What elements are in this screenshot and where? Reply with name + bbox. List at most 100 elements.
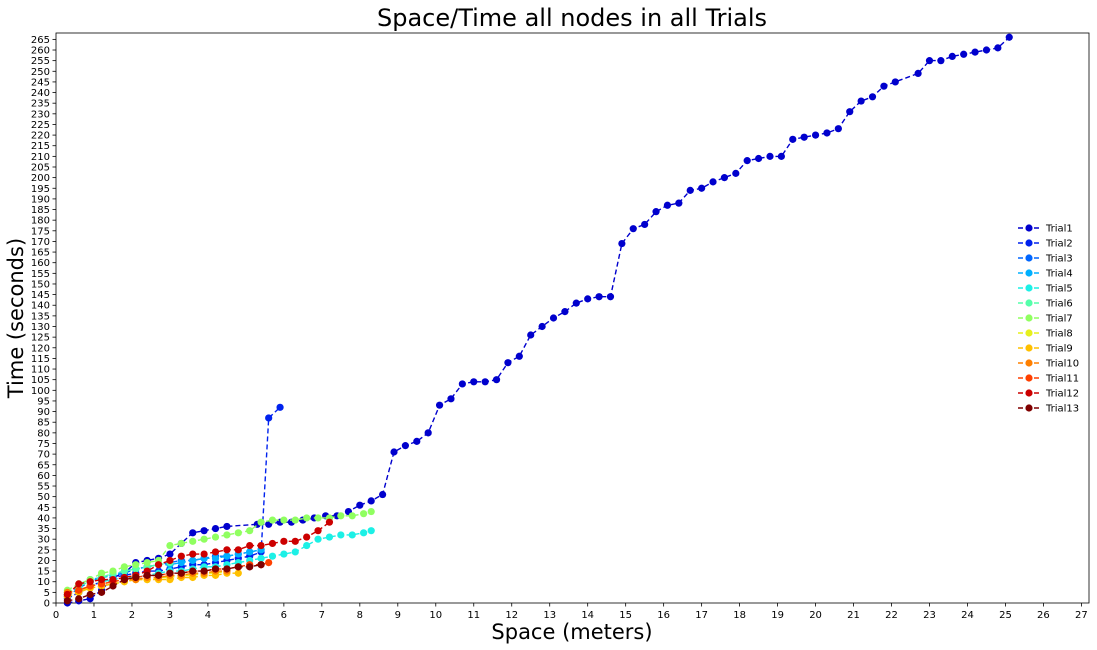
data-point bbox=[982, 46, 991, 54]
data-point bbox=[356, 501, 364, 509]
y-tick-label: 250 bbox=[31, 67, 50, 78]
data-point bbox=[291, 548, 299, 556]
data-point bbox=[211, 565, 220, 573]
data-point bbox=[641, 220, 649, 229]
legend-entry: Trial11 bbox=[1018, 374, 1079, 385]
data-point bbox=[325, 518, 334, 526]
legend-marker bbox=[1025, 389, 1033, 397]
data-point bbox=[189, 556, 197, 565]
series-line bbox=[66, 549, 262, 598]
x-axis: 0 1 2 3 4 5 6 7 8 9 10 11 12 13 14 15 16 17 18 19 20 21 22 23 24… bbox=[53, 603, 1088, 621]
legend-marker bbox=[1025, 254, 1033, 262]
legend-marker bbox=[1025, 284, 1033, 292]
y-tick-label: 85 bbox=[37, 418, 50, 429]
data-point bbox=[572, 299, 580, 307]
legend-entry: Trial1 bbox=[1018, 224, 1073, 235]
data-point bbox=[291, 537, 299, 545]
data-point bbox=[629, 225, 637, 233]
y-tick-label: 225 bbox=[31, 120, 50, 131]
legend-marker bbox=[1025, 404, 1033, 412]
data-point bbox=[492, 376, 501, 384]
legend: Trial1 Trial2 Trial3 Trial4 Trial5 Trial6 Tria… bbox=[1018, 224, 1079, 415]
data-point bbox=[234, 563, 242, 571]
data-point bbox=[698, 184, 706, 192]
data-point bbox=[303, 514, 311, 522]
y-tick-label: 260 bbox=[31, 46, 50, 57]
data-point bbox=[211, 548, 220, 556]
data-point bbox=[618, 239, 626, 248]
x-tick-label: 11 bbox=[467, 610, 480, 621]
data-point bbox=[154, 561, 163, 569]
legend-label: Trial8 bbox=[1045, 329, 1073, 340]
x-axis-label: Space (meters) bbox=[491, 620, 652, 644]
x-tick-label: 20 bbox=[809, 610, 822, 621]
data-point bbox=[166, 541, 174, 550]
series-trial1 bbox=[63, 33, 1013, 607]
y-tick-label: 145 bbox=[31, 290, 50, 301]
legend-label: Trial12 bbox=[1045, 389, 1079, 400]
x-tick-label: 4 bbox=[205, 610, 211, 621]
series-trial7 bbox=[63, 507, 375, 594]
x-tick-label: 23 bbox=[923, 610, 936, 621]
data-point bbox=[265, 414, 273, 422]
data-point bbox=[257, 541, 265, 550]
x-tick-label: 3 bbox=[167, 610, 173, 621]
data-point bbox=[257, 561, 265, 569]
x-tick-label: 6 bbox=[281, 610, 287, 621]
data-point bbox=[189, 537, 197, 545]
y-tick-label: 130 bbox=[31, 322, 50, 333]
data-point bbox=[401, 442, 409, 450]
x-tick-label: 15 bbox=[619, 610, 632, 621]
data-point bbox=[325, 533, 334, 541]
data-point bbox=[120, 576, 128, 584]
data-point bbox=[937, 57, 945, 65]
data-point bbox=[234, 529, 242, 537]
y-tick-label: 0 bbox=[44, 599, 50, 610]
data-point bbox=[360, 529, 368, 537]
series-line bbox=[66, 521, 330, 596]
data-point bbox=[200, 535, 208, 543]
x-tick-label: 16 bbox=[657, 610, 670, 621]
x-tick-label: 22 bbox=[885, 610, 898, 621]
data-point bbox=[868, 93, 877, 101]
data-point bbox=[189, 529, 197, 537]
y-tick-label: 205 bbox=[31, 162, 50, 173]
y-tick-label: 40 bbox=[37, 513, 50, 524]
plot-area bbox=[55, 32, 1090, 607]
data-point bbox=[470, 378, 478, 386]
data-point bbox=[166, 550, 174, 558]
y-tick-label: 90 bbox=[37, 407, 50, 418]
legend-label: Trial10 bbox=[1045, 359, 1079, 370]
data-point bbox=[268, 516, 277, 524]
data-point bbox=[549, 314, 558, 322]
data-point bbox=[291, 516, 299, 524]
x-tick-label: 13 bbox=[543, 610, 556, 621]
y-tick-label: 245 bbox=[31, 77, 50, 88]
data-point bbox=[663, 201, 672, 209]
y-tick-label: 55 bbox=[37, 482, 50, 493]
legend-label: Trial6 bbox=[1045, 299, 1073, 310]
data-point bbox=[481, 378, 489, 386]
data-point bbox=[314, 535, 322, 543]
y-tick-label: 30 bbox=[37, 535, 50, 546]
data-point bbox=[504, 359, 512, 367]
y-tick-label: 190 bbox=[31, 194, 50, 205]
y-tick-label: 140 bbox=[31, 301, 50, 312]
x-tick-label: 17 bbox=[695, 610, 708, 621]
legend-label: Trial5 bbox=[1045, 284, 1073, 295]
data-point bbox=[280, 550, 288, 558]
y-tick-label: 150 bbox=[31, 279, 50, 290]
data-point bbox=[314, 527, 322, 535]
legend-label: Trial9 bbox=[1045, 344, 1073, 355]
data-point bbox=[367, 527, 375, 535]
data-point bbox=[166, 556, 174, 565]
data-point bbox=[971, 48, 979, 56]
data-point bbox=[246, 563, 254, 571]
data-point bbox=[337, 531, 345, 539]
x-tick-label: 14 bbox=[581, 610, 594, 621]
data-point bbox=[789, 135, 797, 143]
data-point bbox=[857, 97, 865, 105]
data-point bbox=[63, 590, 71, 599]
legend-marker bbox=[1025, 239, 1033, 247]
